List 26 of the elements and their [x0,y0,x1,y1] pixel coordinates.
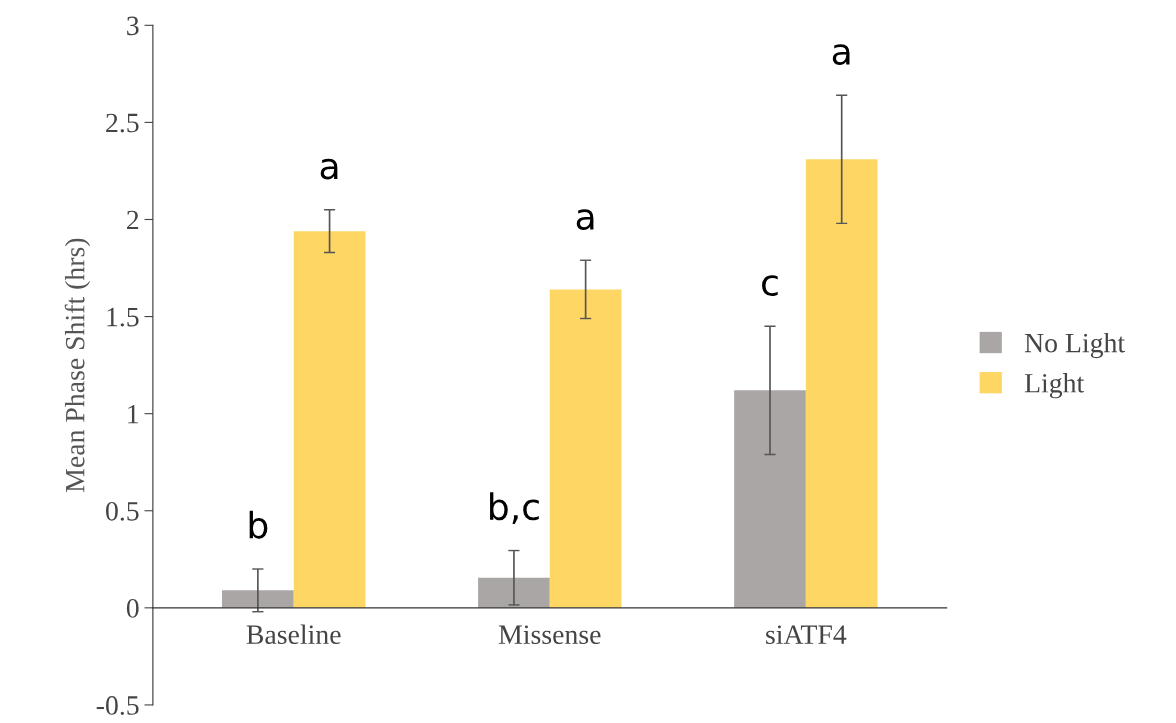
annotation: b,c [490,492,539,524]
bar [549,289,622,608]
y-tick-label: 0 [126,599,139,618]
annotation: a [576,209,594,230]
y-tick-label: 2 [127,210,139,230]
annotation: b [249,510,268,539]
bar [734,390,806,608]
x-tick-label: siATF4 [766,625,847,645]
y-tick-label: -0.5 [96,696,139,715]
legend-label: Light [1024,373,1085,399]
annotation: c [762,275,778,296]
x-tick-label: Baseline [246,624,341,645]
y-tick-label: 2.5 [106,113,139,133]
legend-label: No Light [1024,332,1125,359]
y-tick-label: 0.5 [106,501,139,521]
y-tick-label: 3 [127,16,139,36]
annotation: a [320,158,338,180]
bar [805,159,878,608]
bar [478,577,550,608]
y-tick-label: 1 [128,404,139,424]
bar [222,590,294,608]
annotation: a [832,44,850,65]
bar [293,231,366,608]
x-tick-label: Missense [498,625,601,645]
y-tick-label: 1.5 [107,307,139,327]
y-axis-title: Mean Phase Shift (hrs) [64,238,91,492]
